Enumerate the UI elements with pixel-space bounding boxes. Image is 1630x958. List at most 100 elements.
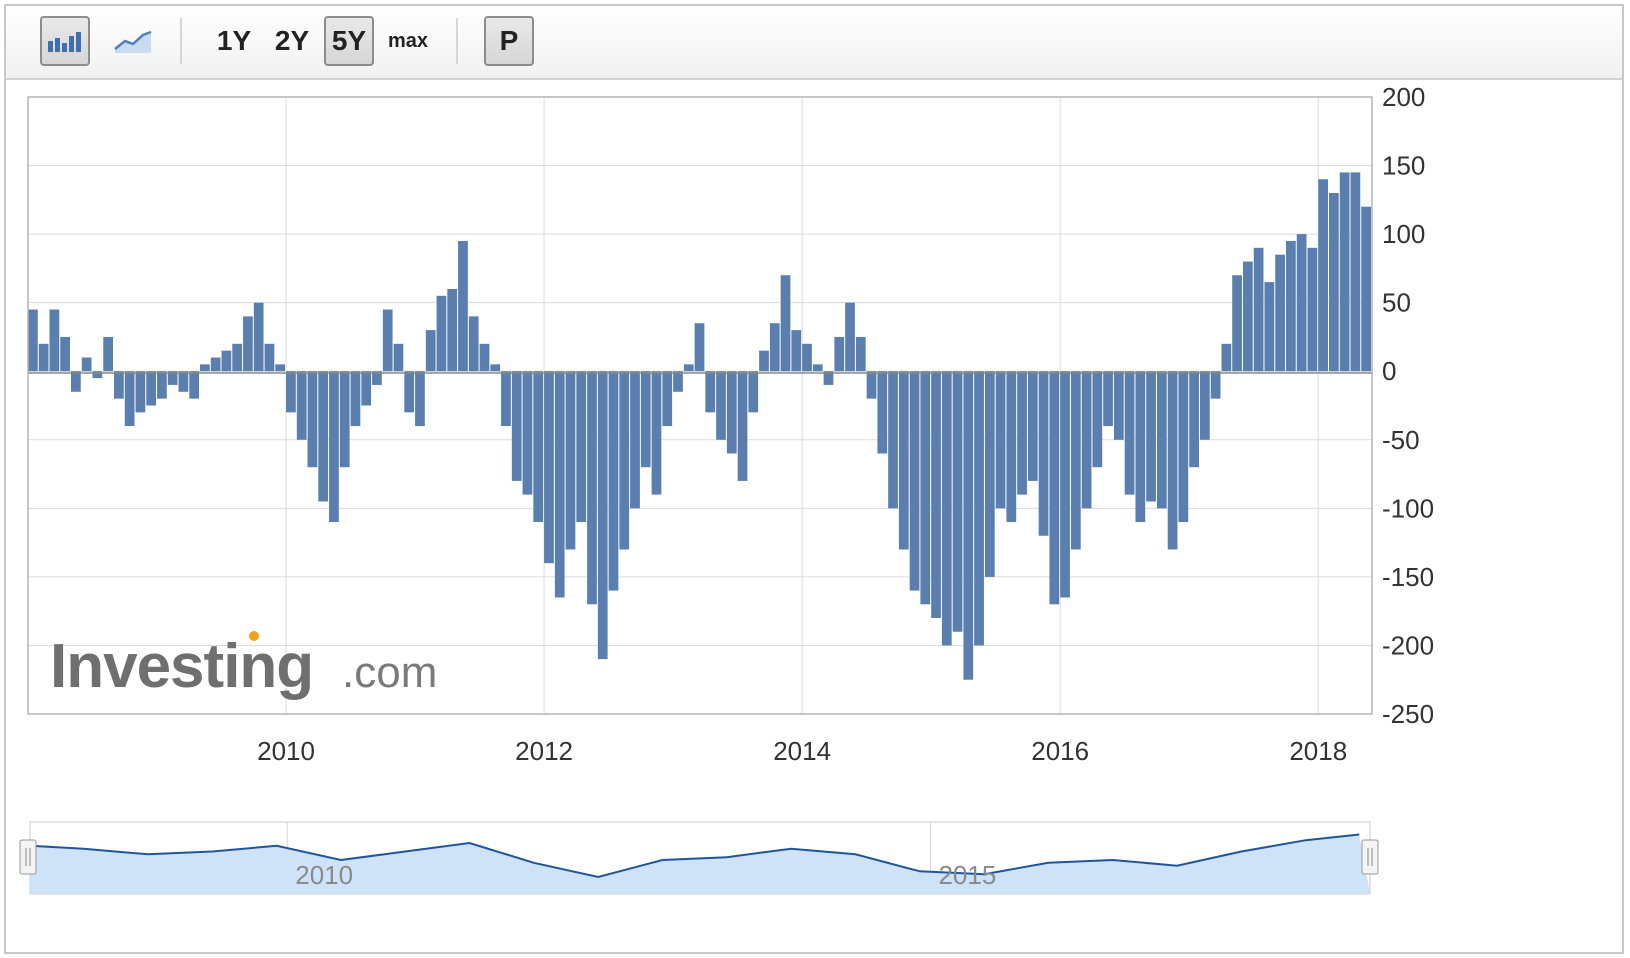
bar: [1210, 371, 1221, 399]
bar: [318, 371, 329, 502]
bar: [146, 371, 157, 406]
bar: [1103, 371, 1113, 427]
navigator-right-handle[interactable]: [1361, 839, 1379, 875]
navigator-line: [29, 833, 1360, 879]
bar: [436, 295, 447, 372]
bar: [1339, 172, 1350, 372]
bar: [898, 371, 909, 550]
navigator[interactable]: 2010 2015: [19, 821, 1379, 895]
bar: [1167, 371, 1178, 550]
chart-widget: 1Y 2Y 5Y max P: [4, 4, 1624, 954]
x-tick-label: 2016: [1031, 736, 1089, 766]
y-tick-label: -150: [1382, 562, 1434, 592]
bar: [855, 336, 866, 372]
navigator-x-axis: 2010 2015: [295, 860, 996, 890]
p-button[interactable]: P: [484, 16, 534, 66]
bar: [748, 371, 759, 413]
bar: [522, 371, 533, 495]
bar: [1189, 371, 1199, 468]
bar: [1017, 371, 1027, 495]
bar: [1027, 371, 1038, 481]
bar: [200, 364, 210, 372]
bar: [1264, 282, 1275, 372]
bar: [490, 364, 501, 372]
bar: [350, 371, 361, 427]
navigator-left-handle[interactable]: [19, 839, 37, 875]
bar: [189, 371, 200, 399]
navigator-x-tick-label: 2015: [938, 860, 996, 890]
bar: [232, 343, 243, 372]
range-max-button[interactable]: max: [387, 29, 429, 52]
range-5y-button[interactable]: 5Y: [324, 16, 374, 66]
bar: [1060, 371, 1070, 598]
bar-chart-button[interactable]: [40, 16, 90, 66]
bar: [963, 371, 974, 680]
line-chart-button[interactable]: [108, 16, 158, 66]
bar: [1328, 192, 1339, 372]
bar: [576, 371, 587, 523]
bar: [1135, 371, 1146, 523]
bar: [544, 371, 554, 564]
x-axis: 2010 2012 2014 2016 2018: [257, 736, 1347, 766]
bar: [1285, 240, 1296, 372]
bar: [780, 275, 791, 372]
bar: [920, 371, 931, 605]
watermark: Investing .com: [50, 631, 437, 701]
bar: [877, 371, 888, 454]
bar: [1081, 371, 1092, 509]
bar: [995, 371, 1006, 509]
bar: [511, 371, 522, 481]
bar: [726, 371, 737, 454]
bar: [275, 364, 286, 372]
y-tick-label: -200: [1382, 630, 1434, 660]
bar: [243, 316, 253, 372]
y-tick-label: -100: [1382, 493, 1434, 523]
bar: [974, 371, 984, 646]
bar: [501, 371, 511, 427]
bar: [307, 371, 318, 468]
bar: [984, 371, 995, 577]
bar: [941, 371, 952, 646]
bar: [221, 350, 232, 372]
y-tick-label: -50: [1382, 425, 1420, 455]
bar: [888, 371, 898, 509]
plot-area: [27, 96, 1373, 715]
toolbar-separator: [456, 18, 458, 64]
toolbar-separator: [180, 18, 182, 64]
watermark-suffix: .com: [342, 648, 437, 697]
x-tick-label: 2012: [515, 736, 573, 766]
bar: [178, 371, 189, 392]
bar: [769, 323, 780, 372]
bar: [533, 371, 544, 523]
bar: [640, 371, 651, 468]
bar: [339, 371, 350, 468]
y-tick-label: 0: [1382, 356, 1396, 386]
bar: [114, 371, 124, 399]
watermark-brand: Investing: [50, 632, 313, 701]
y-axis: 200 150 100 50 0 -50 -100 -150 -200 -250: [1382, 82, 1434, 729]
bar: [812, 364, 823, 372]
x-tick-label: 2018: [1289, 736, 1347, 766]
bar: [1178, 371, 1189, 523]
range-1y-button[interactable]: 1Y: [216, 25, 252, 56]
bar: [28, 309, 38, 372]
bar: [1307, 247, 1318, 372]
bar: [167, 371, 178, 385]
bar: [393, 343, 404, 372]
bar: [1275, 254, 1285, 372]
bar: [81, 357, 92, 372]
bar: [1113, 371, 1124, 440]
bar: [372, 371, 382, 385]
chart-toolbar: 1Y 2Y 5Y max P: [6, 6, 1622, 80]
y-tick-label: -250: [1382, 699, 1434, 729]
range-2y-button[interactable]: 2Y: [274, 25, 310, 56]
bar: [716, 371, 726, 440]
navigator-area: [30, 834, 1370, 894]
bar: [608, 371, 619, 591]
bar: [135, 371, 146, 413]
y-tick-label: 100: [1382, 219, 1425, 249]
bar: [630, 371, 640, 509]
bar: [1361, 206, 1371, 372]
bar: [264, 343, 275, 372]
bar: [1049, 371, 1060, 605]
